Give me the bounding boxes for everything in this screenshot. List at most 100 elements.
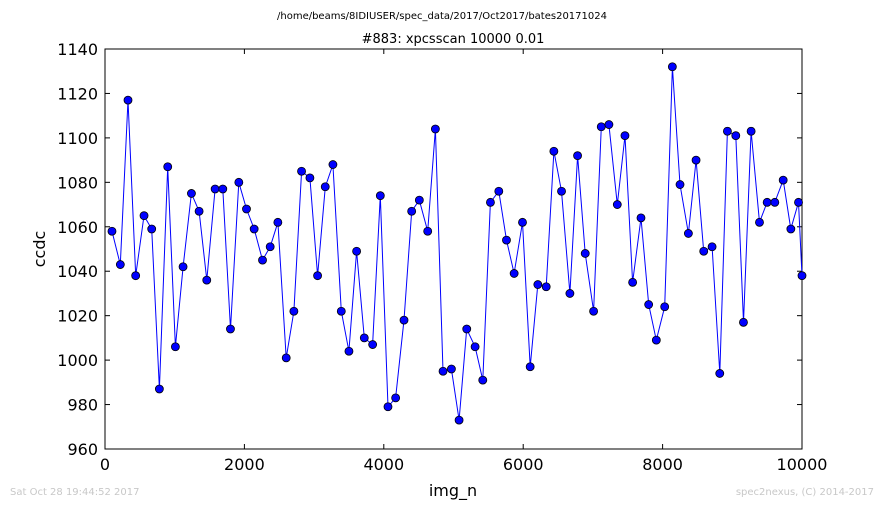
data-point [778, 175, 788, 185]
data-point [423, 226, 433, 236]
data-point [502, 235, 511, 245]
data-point [313, 271, 322, 281]
data-point [438, 366, 448, 376]
data-point [258, 255, 267, 265]
y-tick-label: 1020 [57, 307, 98, 326]
data-point [163, 162, 173, 172]
data-point [675, 180, 685, 189]
data-point [375, 191, 385, 201]
data-point [234, 177, 244, 187]
data-point [430, 124, 440, 134]
data-point [281, 353, 291, 363]
data-point [470, 342, 480, 352]
data-point [636, 213, 646, 223]
data-point [762, 197, 772, 207]
data-point [154, 384, 164, 394]
data-point [612, 200, 622, 209]
data-point [407, 206, 417, 216]
data-series [107, 62, 807, 425]
data-point [541, 282, 551, 292]
data-point [344, 346, 354, 356]
data-point [218, 184, 228, 194]
data-point [305, 173, 315, 183]
data-point [383, 402, 393, 412]
data-point [297, 166, 306, 176]
y-tick-label: 960 [67, 440, 98, 459]
x-tick-label: 4000 [363, 455, 404, 474]
data-point [115, 260, 125, 269]
data-point [699, 246, 709, 256]
data-point [249, 224, 259, 234]
x-tick-label: 0 [100, 455, 110, 474]
chart-title: #883: xpcsscan 10000 0.01 [362, 32, 545, 47]
data-point [651, 335, 661, 345]
data-point [604, 120, 614, 129]
data-point [715, 369, 725, 378]
data-point [170, 342, 180, 352]
data-point [289, 306, 299, 316]
x-tick-label: 8000 [642, 455, 683, 474]
source-path: /home/beams/8IDIUSER/spec_data/2017/Oct2… [277, 11, 607, 22]
footer-timestamp: Sat Oct 28 19:44:52 2017 [10, 487, 140, 498]
data-point [123, 95, 133, 105]
data-point [707, 242, 717, 252]
y-tick-label: 1080 [57, 173, 98, 192]
data-point [391, 393, 401, 403]
x-tick-label: 6000 [503, 455, 544, 474]
data-point [131, 271, 141, 281]
data-point [644, 300, 654, 309]
data-point [139, 211, 149, 221]
data-point [454, 415, 464, 425]
data-point [660, 302, 670, 312]
data-point [242, 204, 251, 214]
data-point [628, 277, 638, 287]
data-point [596, 122, 606, 132]
data-point [731, 131, 741, 141]
y-tick-label: 1100 [57, 129, 98, 148]
data-point [565, 289, 575, 298]
data-point [447, 364, 456, 374]
data-point [399, 315, 409, 325]
data-point [533, 280, 543, 289]
data-point [691, 155, 701, 165]
data-point [557, 186, 566, 196]
data-point [797, 271, 807, 281]
x-axis-label: img_n [429, 481, 477, 501]
data-point [462, 324, 472, 334]
data-point [265, 242, 275, 252]
data-point [147, 224, 157, 234]
y-tick-label: 1060 [57, 218, 98, 237]
axes: 0 2000 4000 6000 8000 10000 960 980 1000 1020 1040… [57, 40, 827, 474]
y-tick-label: 1120 [57, 84, 98, 103]
data-point [667, 62, 677, 72]
data-point [368, 340, 378, 349]
y-tick-label: 980 [67, 396, 98, 415]
data-point [414, 195, 424, 205]
data-point [194, 206, 204, 216]
data-point [202, 275, 212, 285]
data-point [352, 246, 362, 256]
x-tick-label: 2000 [224, 455, 265, 474]
data-point [509, 269, 519, 278]
data-point [580, 249, 590, 258]
data-point [336, 306, 346, 316]
y-axis-label: ccdc [30, 231, 49, 268]
data-point [210, 184, 220, 194]
y-tick-label: 1000 [57, 351, 98, 370]
data-point [755, 217, 764, 227]
data-point [525, 362, 535, 372]
data-point [226, 324, 235, 334]
footer-credit: spec2nexus, (C) 2014-2017 [735, 487, 874, 498]
data-point [486, 197, 495, 207]
data-point [178, 262, 188, 272]
y-tick-label: 1040 [57, 262, 98, 281]
data-point [518, 217, 527, 227]
data-point [328, 160, 338, 169]
data-point [746, 126, 756, 136]
data-point [794, 197, 803, 207]
data-point [107, 226, 117, 236]
x-tick-label: 10000 [777, 455, 828, 474]
data-point [187, 189, 196, 198]
data-point [739, 317, 748, 327]
